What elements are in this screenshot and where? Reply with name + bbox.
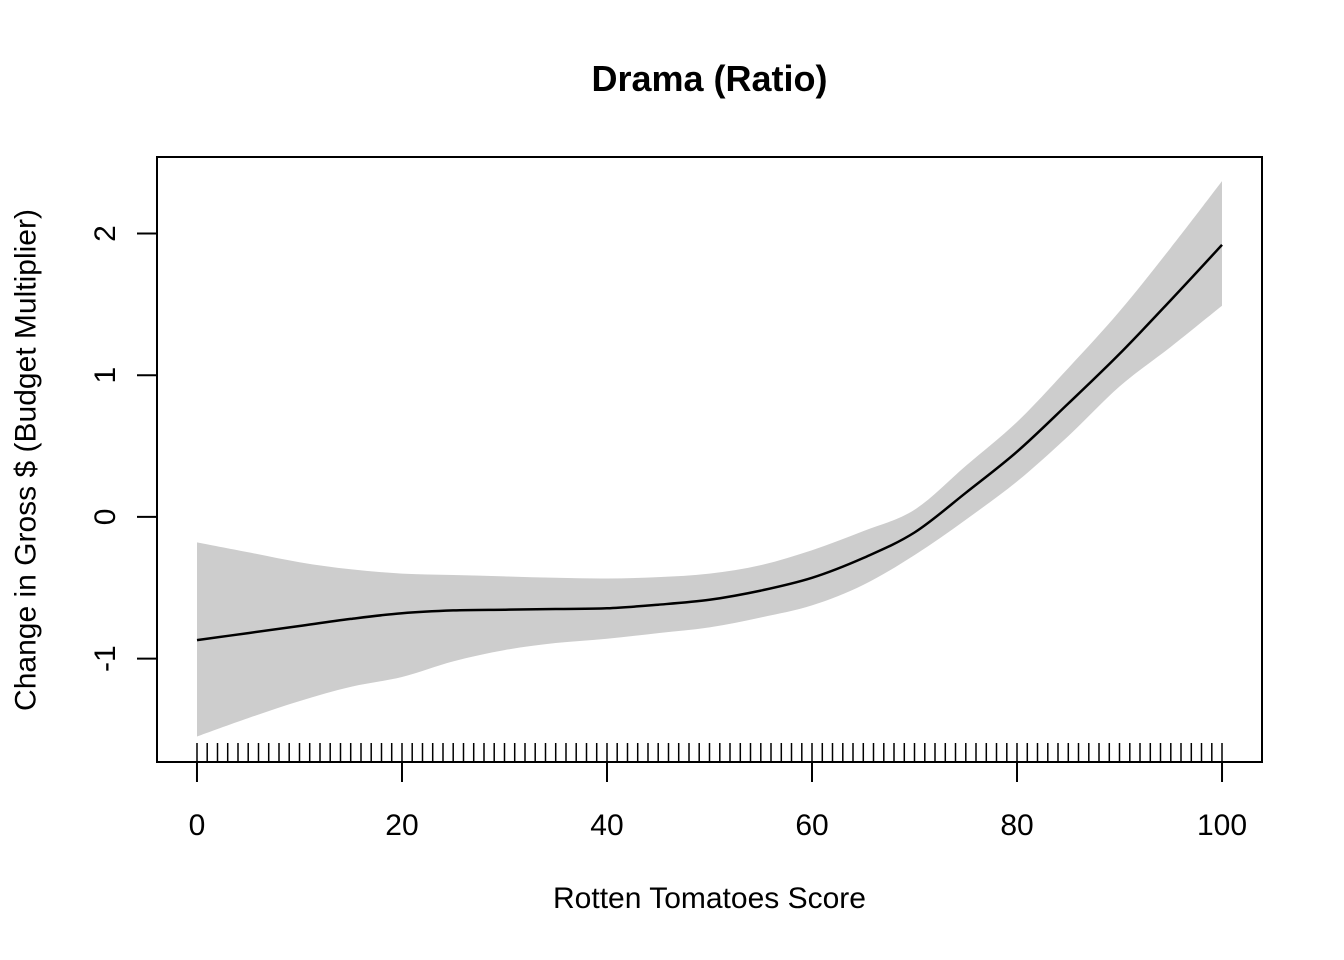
y-tick-label: 1: [89, 367, 122, 384]
y-axis-label: Change in Gross $ (Budget Multiplier): [9, 209, 43, 711]
x-axis-label: Rotten Tomatoes Score: [553, 882, 866, 915]
x-tick-label: 40: [590, 809, 623, 842]
chart-title: Drama (Ratio): [591, 58, 828, 99]
x-tick-label: 20: [385, 809, 418, 842]
rug-marks: [196, 743, 1223, 762]
x-tick-label: 60: [795, 809, 828, 842]
y-tick-label: 0: [89, 509, 122, 526]
confidence-band: [197, 181, 1222, 737]
x-tick-label: 80: [1000, 809, 1033, 842]
x-tick-label: 0: [189, 809, 206, 842]
y-tick-label: 2: [89, 225, 122, 242]
y-tick-label: -1: [89, 645, 122, 672]
x-tick-label: 100: [1197, 809, 1247, 842]
fit-line: [196, 243, 1223, 642]
plot-border: [156, 156, 1263, 763]
